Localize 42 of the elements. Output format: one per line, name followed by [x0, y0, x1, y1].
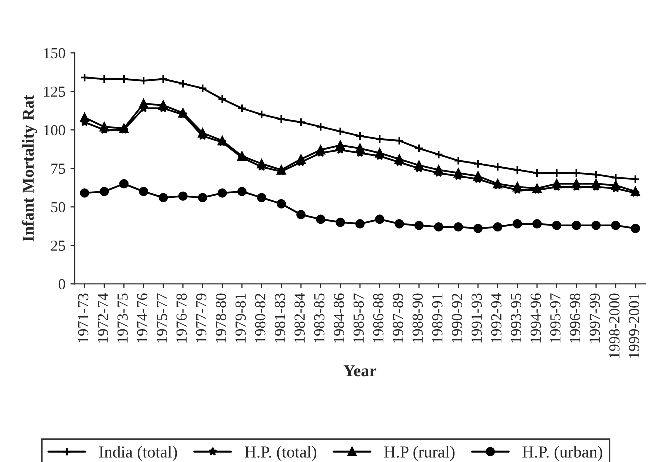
x-tick-label: 1989-91: [432, 294, 443, 343]
y-tick-label: 0: [58, 279, 66, 290]
x-tick-label: 1985-87: [354, 294, 364, 343]
y-tick-label: 100: [44, 125, 66, 136]
x-tick-label: 1991-93: [472, 294, 482, 343]
x-tick-label: 1978-80: [216, 294, 226, 343]
y-tick-label: 125: [44, 86, 66, 98]
y-tick-label: 25: [51, 240, 66, 252]
x-axis-title: Year: [344, 366, 377, 377]
y-tick-label: 150: [44, 48, 66, 59]
x-tick-label: 1975-77: [157, 294, 168, 343]
x-tick-label: 1982-84: [294, 293, 306, 343]
x-tick-label: 1976-78: [176, 294, 187, 343]
x-tick-label: 1999-2001: [629, 294, 640, 358]
x-tick-label: 1992-94: [491, 293, 502, 343]
x-tick-label: 1986-88: [373, 294, 384, 343]
legend-label: H.P. (urban): [522, 446, 602, 462]
x-tick-label: 1980-82: [255, 294, 266, 343]
x-tick-label: 1973-75: [118, 294, 128, 343]
x-tick-label: 1984-86: [334, 294, 344, 343]
x-tick-label: 1998-2000: [609, 294, 620, 358]
x-tick-label: 1994-96: [530, 294, 542, 343]
x-tick-label: 1974-76: [137, 294, 148, 343]
x-tick-label: 1988-90: [412, 294, 424, 343]
x-tick-label: 1971-73: [78, 294, 89, 343]
x-tick-label: 1972-74: [98, 293, 108, 343]
x-tick-label: 1977-79: [196, 294, 207, 343]
legend-label: H.P (rural): [384, 446, 455, 462]
x-tick-label: 1979-81: [236, 294, 246, 343]
x-tick-label: 1983-85: [314, 294, 325, 343]
y-axis-title: Infant Mortality Rat: [22, 95, 38, 242]
x-tick-label: 1997-99: [590, 294, 600, 343]
x-tick-label: 1981-83: [275, 294, 286, 343]
x-tick-label: 1996-98: [570, 294, 580, 343]
legend-label: H.P. (total): [245, 446, 317, 462]
y-tick-label: 75: [52, 164, 66, 174]
legend-label: India (total): [99, 446, 178, 462]
x-tick-label: 1993-95: [511, 294, 522, 343]
y-tick-label: 50: [52, 202, 66, 213]
x-tick-label: 1990-92: [452, 294, 462, 343]
x-tick-label: 1995-97: [550, 294, 561, 343]
x-tick-label: 1987-89: [393, 294, 404, 343]
